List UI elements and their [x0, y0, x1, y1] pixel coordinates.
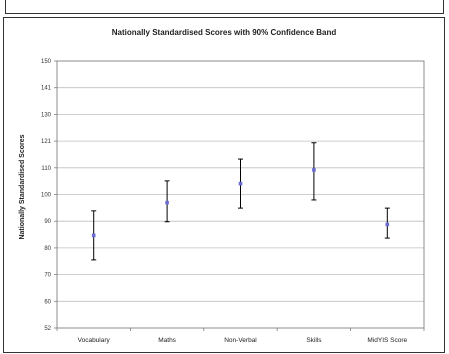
x-tick-labels: Vocabulary Maths Non-Verbal Skills MidYIS Sc…	[78, 337, 408, 344]
chart-title: Nationally Standardised Scores with 90% …	[112, 28, 337, 37]
y-tick-label: 121	[41, 139, 52, 145]
y-tick-labels: 150 141 130 121 110 100 90 80 70 60 52	[41, 59, 52, 332]
y-tick-label: 60	[44, 299, 51, 305]
y-tick-label: 80	[44, 246, 51, 252]
axes	[54, 60, 425, 331]
x-tick-label: Maths	[158, 337, 176, 344]
x-tick-label: Vocabulary	[78, 337, 111, 344]
x-tick-label: Non-Verbal	[224, 337, 257, 344]
plot-area-border	[56, 60, 425, 329]
y-tick-label: 150	[41, 59, 52, 65]
y-tick-label: 70	[44, 273, 51, 279]
y-tick-label: 141	[41, 86, 52, 92]
y-tick-label: 100	[41, 193, 52, 199]
x-tick-label: Skills	[306, 337, 322, 344]
score-point	[312, 168, 316, 172]
data-marks	[91, 142, 390, 261]
chart-svg: Nationally Standardised Scores with 90% …	[19, 28, 425, 344]
y-tick-label: 130	[41, 112, 52, 118]
chart-frame: Nationally Standardised Scores with 90% …	[3, 17, 445, 353]
y-tick-label: 110	[41, 166, 51, 172]
score-point	[238, 181, 243, 186]
y-tick-label: 90	[44, 219, 51, 225]
y-tick-label: 52	[44, 326, 51, 332]
x-tick-label: MidYIS Score	[367, 337, 407, 344]
score-point	[91, 233, 96, 238]
y-axis-label: Nationally Standardised Scores	[19, 134, 26, 239]
score-point	[165, 200, 169, 205]
score-point	[385, 222, 390, 227]
top-panel-edge	[5, 0, 444, 14]
